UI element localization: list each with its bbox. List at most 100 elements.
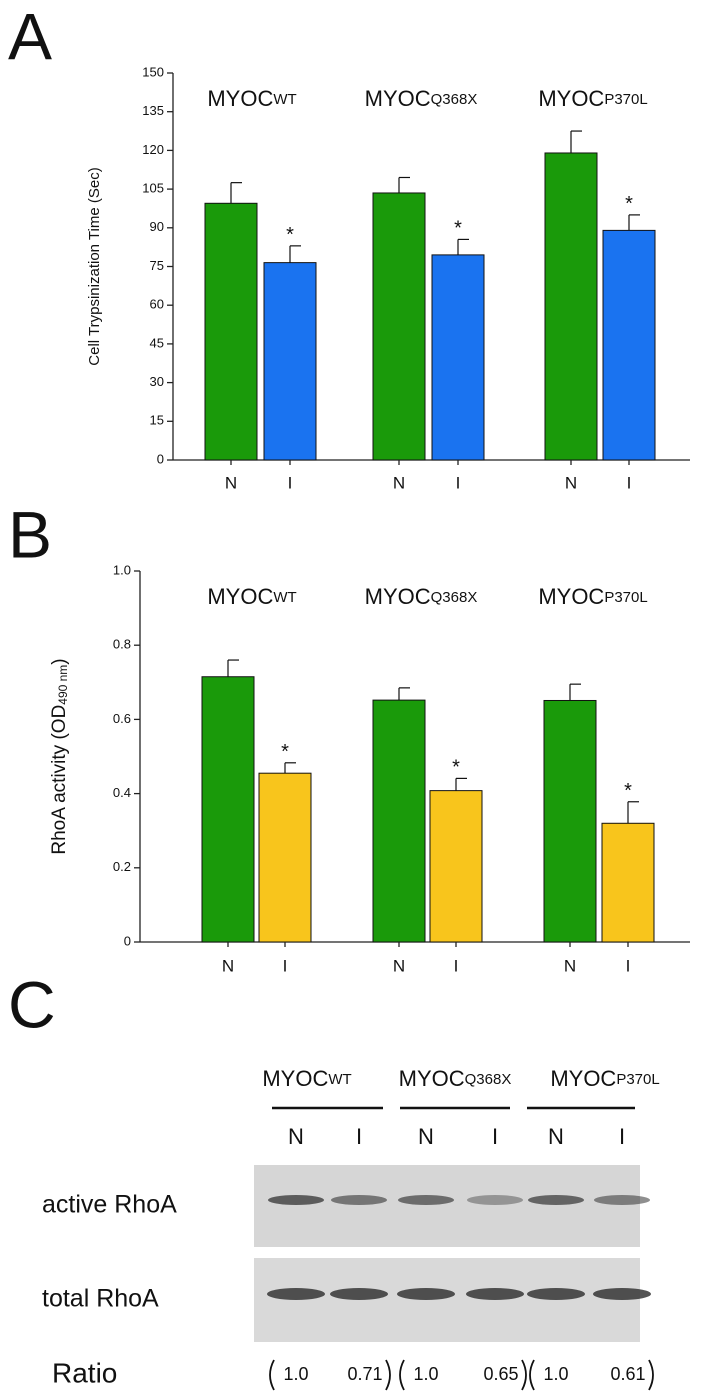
group-subscript: P370L bbox=[616, 1071, 659, 1088]
y-tick-label: 135 bbox=[142, 103, 164, 118]
panel-letter: B bbox=[8, 497, 52, 571]
significance: * bbox=[624, 780, 632, 802]
bar bbox=[263, 262, 317, 461]
group-name: MYOC bbox=[538, 86, 604, 111]
y-tick-label: 0.2 bbox=[113, 859, 131, 874]
bar bbox=[431, 254, 485, 461]
band bbox=[467, 1195, 523, 1205]
panel-letter: C bbox=[8, 967, 56, 1041]
row-label: total RhoA bbox=[42, 1285, 159, 1313]
ratio-value: 0.65 bbox=[483, 1364, 518, 1384]
paren bbox=[529, 1359, 535, 1391]
x-tick-label: N bbox=[225, 473, 237, 492]
paren bbox=[385, 1359, 391, 1391]
band bbox=[398, 1195, 454, 1205]
band bbox=[268, 1195, 324, 1205]
bar bbox=[201, 676, 255, 943]
bar bbox=[543, 699, 597, 943]
y-tick-label: 105 bbox=[142, 181, 164, 196]
ratio-value: 1.0 bbox=[543, 1364, 568, 1384]
paren bbox=[269, 1359, 275, 1391]
lane-label: I bbox=[356, 1124, 362, 1149]
group-subscript: P370L bbox=[604, 91, 647, 108]
group-label: MYOCWT bbox=[207, 584, 296, 609]
band bbox=[466, 1288, 524, 1300]
lane-label: N bbox=[548, 1124, 564, 1149]
group-label: MYOCP370L bbox=[538, 86, 647, 111]
y-tick-label: 0.4 bbox=[113, 785, 131, 800]
band bbox=[594, 1195, 650, 1205]
x-tick-label: I bbox=[283, 956, 288, 975]
bar bbox=[429, 790, 483, 943]
y-tick-label: 45 bbox=[150, 335, 164, 350]
bar bbox=[204, 202, 258, 461]
group-name: MYOC bbox=[399, 1066, 465, 1091]
group-subscript: Q368X bbox=[431, 589, 478, 606]
paren bbox=[648, 1359, 654, 1391]
blot-total bbox=[254, 1258, 640, 1342]
bar bbox=[601, 822, 655, 943]
x-tick-label: I bbox=[627, 473, 632, 492]
lane-label: N bbox=[288, 1124, 304, 1149]
band bbox=[331, 1195, 387, 1205]
significance: * bbox=[452, 757, 460, 779]
significance: * bbox=[625, 193, 633, 215]
ratio-value: 0.61 bbox=[610, 1364, 645, 1384]
blot-active bbox=[254, 1165, 640, 1247]
group-label: MYOCQ368X bbox=[365, 86, 478, 111]
group-label: MYOCQ368X bbox=[399, 1066, 512, 1091]
group-subscript: WT bbox=[328, 1071, 351, 1088]
x-tick-label: I bbox=[454, 956, 459, 975]
row-label: active RhoA bbox=[42, 1191, 177, 1219]
y-tick-label: 30 bbox=[150, 374, 164, 389]
y-tick-label: 0 bbox=[124, 933, 131, 948]
y-axis-label: Cell Trypsinization Time (Sec) bbox=[86, 167, 103, 365]
y-axis-label: RhoA activity (OD490 nm) bbox=[49, 658, 70, 854]
lane-label: I bbox=[492, 1124, 498, 1149]
band bbox=[593, 1288, 651, 1300]
significance: * bbox=[281, 741, 289, 763]
group-label: MYOCP370L bbox=[538, 584, 647, 609]
group-name: MYOC bbox=[365, 584, 431, 609]
band bbox=[527, 1288, 585, 1300]
x-tick-label: N bbox=[393, 473, 405, 492]
y-tick-label: 120 bbox=[142, 142, 164, 157]
group-name: MYOC bbox=[550, 1066, 616, 1091]
x-tick-label: I bbox=[456, 473, 461, 492]
y-tick-label: 150 bbox=[142, 64, 164, 79]
y-tick-label: 0.6 bbox=[113, 711, 131, 726]
significance: * bbox=[286, 224, 294, 246]
panel-letter: A bbox=[8, 0, 52, 73]
bar bbox=[372, 192, 426, 461]
group-name: MYOC bbox=[207, 584, 273, 609]
x-tick-label: I bbox=[626, 956, 631, 975]
y-tick-label: 90 bbox=[150, 219, 164, 234]
band bbox=[397, 1288, 455, 1300]
y-tick-label: 15 bbox=[150, 413, 164, 428]
band bbox=[528, 1195, 584, 1205]
group-name: MYOC bbox=[207, 86, 273, 111]
x-tick-label: N bbox=[222, 956, 234, 975]
group-label: MYOCWT bbox=[262, 1066, 351, 1091]
ratio-value: 1.0 bbox=[413, 1364, 438, 1384]
bar bbox=[544, 152, 598, 461]
bar bbox=[258, 772, 312, 943]
lane-label: I bbox=[619, 1124, 625, 1149]
paren bbox=[399, 1359, 405, 1391]
y-tick-label: 0.8 bbox=[113, 637, 131, 652]
y-tick-label: 60 bbox=[150, 297, 164, 312]
band bbox=[267, 1288, 325, 1300]
ratio-value: 1.0 bbox=[283, 1364, 308, 1384]
group-subscript: WT bbox=[273, 589, 296, 606]
bar bbox=[602, 229, 656, 461]
y-tick-label: 0 bbox=[157, 451, 164, 466]
group-label: MYOCP370L bbox=[550, 1066, 659, 1091]
paren bbox=[521, 1359, 527, 1391]
bar bbox=[372, 699, 426, 943]
y-tick-label: 75 bbox=[150, 258, 164, 273]
band bbox=[330, 1288, 388, 1300]
x-tick-label: N bbox=[565, 473, 577, 492]
group-name: MYOC bbox=[365, 86, 431, 111]
y-label-suffix: ) bbox=[49, 658, 70, 664]
